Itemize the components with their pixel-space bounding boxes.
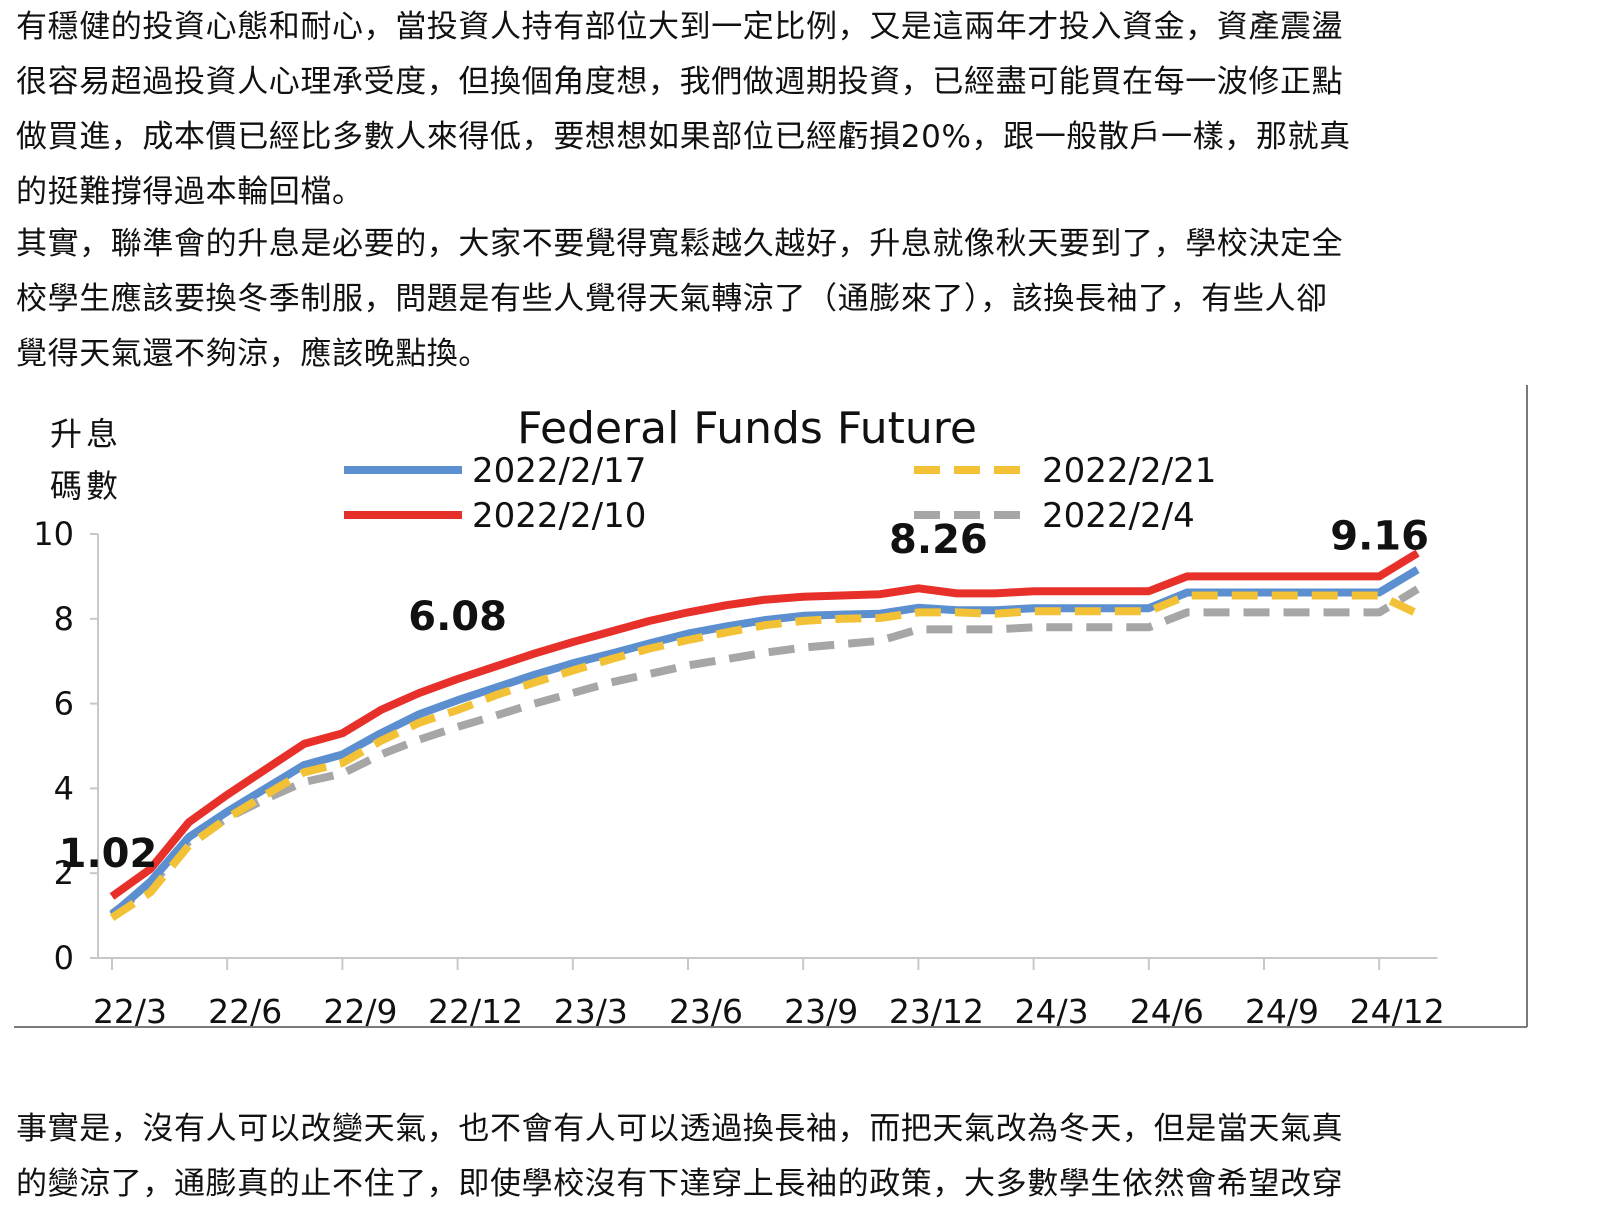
- y-tick-label: 4: [54, 769, 74, 807]
- legend-label: 2022/2/17: [472, 451, 646, 491]
- chart-title: Federal Funds Future: [517, 403, 977, 454]
- y-axis-label-line-2: 碼數: [50, 467, 122, 505]
- paragraph-2: 其實，聯準會的升息是必要的，大家不要覺得寬鬆越久越好，升息就像秋天要到了，學校決…: [16, 217, 1576, 382]
- x-tick-label: 23/3: [554, 992, 628, 1031]
- x-tick-label: 22/9: [323, 992, 397, 1031]
- legend-label: 2022/2/10: [472, 496, 646, 536]
- x-tick-label: 23/6: [669, 992, 743, 1031]
- paragraph-1-line: 有穩健的投資心態和耐心，當投資人持有部位大到一定比例，又是這兩年才投入資金，資產…: [16, 9, 1344, 45]
- x-tick-label: 23/12: [889, 992, 984, 1031]
- paragraph-2-line: 其實，聯準會的升息是必要的，大家不要覺得寬鬆越久越好，升息就像秋天要到了，學校決…: [16, 226, 1344, 262]
- data-label: 1.02: [59, 831, 158, 877]
- y-tick-label: 0: [54, 939, 74, 977]
- annotation-layer: 1.02 6.08 8.26 9.16: [59, 514, 1429, 877]
- paragraph-3-line: 事實是，沒有人可以改變天氣，也不會有人可以透過換長袖，而把天氣改為冬天，但是當天…: [16, 1111, 1344, 1147]
- x-tick-label: 24/6: [1130, 992, 1204, 1031]
- x-tick-label: 22/6: [208, 992, 282, 1031]
- x-tick-label: 24/12: [1350, 992, 1445, 1031]
- paragraph-1-line: 做買進，成本價已經比多數人來得低，要想想如果部位已經虧損20%，跟一般散戶一樣，…: [16, 119, 1351, 155]
- fed-funds-future-chart: Federal Funds Future 升息 碼數 0 2 4 6 8 10 22/3 22…: [14, 385, 1554, 1050]
- series-line-2022-2-10: [109, 549, 1420, 900]
- legend-layer: 2022/2/17 2022/2/21 2022/2/10 2022/2/4: [344, 451, 1216, 536]
- series-line-2022-2-21: [109, 591, 1420, 922]
- chart-svg: Federal Funds Future 升息 碼數 0 2 4 6 8 10 22/3 22…: [14, 385, 1528, 1031]
- y-tick-label: 8: [54, 600, 74, 638]
- x-tick-label: 24/3: [1015, 992, 1089, 1031]
- legend-label: 2022/2/4: [1042, 496, 1195, 536]
- paragraph-2-line: 覺得天氣還不夠涼，應該晚點換。: [16, 336, 490, 372]
- data-label: 6.08: [408, 594, 507, 640]
- y-tick-label: 2: [54, 854, 74, 892]
- series-line-2022-2-4: [109, 585, 1420, 917]
- y-tick-label: 10: [33, 515, 74, 553]
- paragraph-1-line: 的挺難撐得過本輪回檔。: [16, 174, 364, 210]
- x-tick-label: 24/9: [1245, 992, 1319, 1031]
- paragraph-3: 事實是，沒有人可以改變天氣，也不會有人可以透過換長袖，而把天氣改為冬天，但是當天…: [16, 1102, 1576, 1212]
- data-label: 8.26: [889, 517, 988, 563]
- paragraph-2-line: 校學生應該要換冬季制服，問題是有些人覺得天氣轉涼了（通膨來了），該換長袖了，有些…: [16, 281, 1328, 317]
- x-tick-label: 22/3: [93, 992, 167, 1031]
- y-axis-label-line-1: 升息: [50, 415, 122, 453]
- data-label: 9.16: [1330, 514, 1429, 560]
- paragraph-1-line: 很容易超過投資人心理承受度，但換個角度想，我們做週期投資，已經盡可能買在每一波修…: [16, 64, 1344, 100]
- axes-layer: 0 2 4 6 8 10 22/3 22/6 22/9 22/12 23/3 23/6 23/9 23/1…: [33, 515, 1444, 1031]
- x-tick-label: 23/9: [784, 992, 858, 1031]
- paragraph-3-line: 的變涼了，通膨真的止不住了，即使學校沒有下達穿上長袖的政策，大多數學生依然會希望…: [16, 1166, 1344, 1202]
- series-layer: [109, 549, 1420, 922]
- legend-label: 2022/2/21: [1042, 451, 1216, 491]
- x-tick-label: 22/12: [428, 992, 523, 1031]
- y-tick-label: 6: [54, 685, 74, 723]
- paragraph-1: 有穩健的投資心態和耐心，當投資人持有部位大到一定比例，又是這兩年才投入資金，資產…: [16, 0, 1576, 220]
